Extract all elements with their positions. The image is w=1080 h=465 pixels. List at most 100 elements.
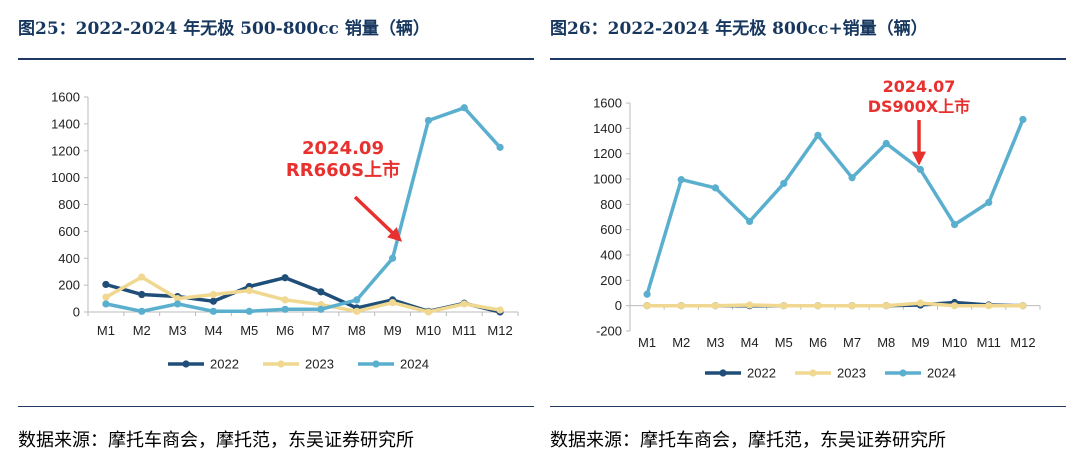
legend-marker	[182, 360, 190, 368]
legend-label: 2023	[305, 357, 334, 372]
x-tick-label: M1	[638, 335, 656, 350]
y-tick-label: 800	[600, 197, 622, 212]
data-point-2023	[677, 302, 685, 310]
data-point-2023	[353, 307, 361, 315]
x-tick-label: M4	[204, 323, 222, 338]
legend-marker	[719, 369, 727, 377]
data-point-2022	[102, 280, 110, 289]
data-point-2022	[209, 297, 218, 305]
data-point-2024	[317, 305, 325, 313]
x-tick-label: M1	[97, 323, 115, 338]
annotation-launch-label: DS900X上市	[868, 97, 971, 116]
x-tick-label: M10	[942, 335, 967, 350]
y-tick-label: 1000	[593, 172, 622, 187]
data-point-2024	[245, 307, 253, 315]
x-tick-label: M4	[741, 335, 759, 350]
chart-panel-500-800cc: 图25：2022-2024 年无极 500-800cc 销量（辆） 0 200 40…	[18, 0, 534, 465]
data-point-2024	[780, 179, 788, 188]
data-point-2023	[424, 308, 433, 316]
y-tick-label: 1200	[593, 146, 622, 161]
series-line-2023	[645, 301, 1025, 308]
y-tick-label: 200	[58, 278, 80, 293]
annotation-arrow	[353, 195, 403, 242]
y-tick-label: 1400	[51, 116, 80, 131]
data-point-2024	[643, 290, 651, 298]
data-point-2024	[138, 307, 146, 315]
y-tick-label: 600	[600, 222, 622, 237]
data-point-2023	[950, 302, 959, 310]
data-point-2022	[281, 274, 289, 282]
series-line-2024	[104, 106, 502, 314]
legend-label: 2024	[400, 357, 429, 372]
x-tick-label: M9	[384, 323, 402, 338]
data-point-2023	[209, 290, 218, 299]
x-tick-label: M8	[348, 323, 366, 338]
data-point-2024	[460, 104, 468, 112]
legend-marker	[809, 369, 817, 377]
source-note: 数据来源：摩托车商会，摩托范，东吴证券研究所	[18, 430, 414, 451]
y-tick-label: 1600	[51, 90, 80, 105]
legend-marker	[372, 360, 380, 368]
line-chart-500-800cc: 0 200 400 600 800 1000 1200 1400 1600 M1 M2 M3 M4 M5 M…	[51, 90, 519, 372]
data-point-2024	[950, 221, 959, 229]
data-point-2024	[353, 296, 361, 304]
data-point-2022	[317, 288, 325, 296]
x-tick-label: M5	[775, 335, 793, 350]
data-point-2024	[882, 139, 890, 148]
chart-panel-800cc-plus: 图26：2022-2024 年无极 800cc+销量（辆） -200 0 200 40…	[550, 0, 1066, 465]
data-point-2024	[496, 143, 504, 151]
data-point-2024	[814, 131, 822, 139]
data-point-2024	[916, 165, 925, 174]
data-point-2024	[424, 116, 433, 125]
data-point-2023	[460, 300, 468, 308]
y-tick-label: 600	[58, 224, 80, 239]
x-tick-label: M12	[487, 323, 512, 338]
data-point-2023	[780, 302, 788, 310]
x-tick-label: M9	[911, 335, 929, 350]
x-tick-label: M2	[133, 323, 151, 338]
data-point-2023	[916, 299, 925, 307]
data-point-2024	[1019, 115, 1027, 124]
figure-title: 图25：2022-2024 年无极 500-800cc 销量（辆）	[18, 19, 430, 39]
legend-label: 2022	[747, 366, 776, 381]
source-rule	[550, 406, 1066, 407]
annotation-date: 2024.09	[302, 138, 384, 159]
y-tick-label: 400	[600, 248, 622, 263]
legend-marker	[277, 360, 285, 368]
data-point-2024	[745, 217, 754, 226]
data-point-2023	[814, 302, 822, 310]
legend-marker	[899, 369, 907, 377]
data-point-2023	[281, 296, 289, 304]
y-tick-label: 1000	[51, 170, 80, 185]
data-point-2024	[677, 176, 685, 184]
x-tick-label: M7	[843, 335, 861, 350]
data-point-2023	[496, 306, 504, 314]
legend-label: 2022	[210, 357, 239, 372]
y-tick-label: 200	[600, 273, 622, 288]
data-point-2023	[745, 301, 754, 309]
data-point-2024	[281, 305, 289, 313]
data-point-2023	[711, 302, 720, 310]
y-tick-label: 1400	[593, 121, 622, 136]
x-tick-label: M11	[452, 323, 476, 338]
data-point-2024	[985, 198, 993, 207]
x-tick-label: M11	[977, 335, 1001, 350]
x-tick-label: M12	[1010, 335, 1035, 350]
y-tick-label: -200	[596, 324, 622, 339]
data-point-2023	[985, 302, 993, 310]
data-point-2023	[138, 273, 146, 281]
data-point-2024	[209, 307, 218, 315]
annotation-date: 2024.07	[883, 77, 956, 96]
x-tick-label: M7	[312, 323, 330, 338]
y-tick-label: 800	[58, 197, 80, 212]
data-point-2023	[1019, 302, 1027, 310]
data-point-2023	[643, 302, 651, 310]
x-tick-label: M6	[276, 323, 294, 338]
title-rule	[550, 58, 1066, 60]
source-rule	[18, 406, 534, 407]
legend-label: 2023	[837, 366, 866, 381]
series-line-2023	[104, 275, 502, 314]
x-tick-label: M10	[416, 323, 441, 338]
x-tick-label: M5	[240, 323, 258, 338]
y-tick-label: 400	[58, 251, 80, 266]
